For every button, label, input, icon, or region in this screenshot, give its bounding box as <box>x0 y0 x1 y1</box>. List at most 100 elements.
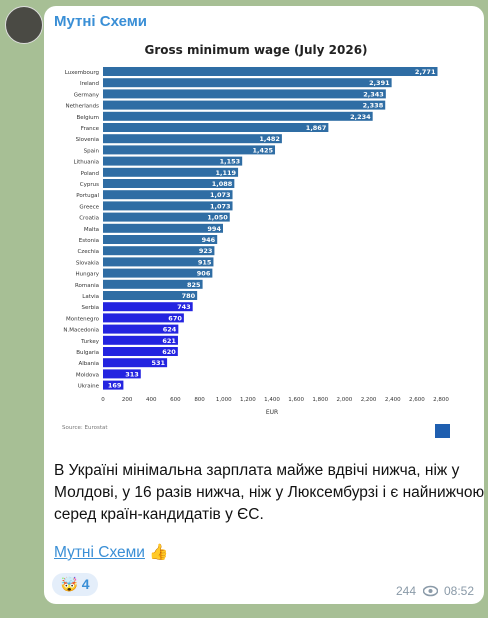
bar <box>103 78 392 88</box>
data-label: 1,073 <box>210 191 231 199</box>
data-label: 169 <box>108 382 122 390</box>
data-label: 1,867 <box>306 124 327 132</box>
reaction[interactable]: 🤯 4 <box>52 573 98 596</box>
bar <box>103 313 184 323</box>
eye-icon <box>423 585 438 597</box>
data-label: 946 <box>202 236 216 244</box>
x-tick-label: 1,200 <box>240 397 256 403</box>
reaction-emoji: 🤯 <box>60 576 78 592</box>
data-label: 670 <box>168 314 182 322</box>
data-label: 1,119 <box>216 169 237 177</box>
bar <box>103 145 276 155</box>
data-label: 2,391 <box>369 79 390 87</box>
bar <box>103 302 193 312</box>
bar <box>103 223 223 233</box>
bar <box>103 358 168 368</box>
message-text: В Україні мінімальна зарплата майже вдві… <box>54 460 484 526</box>
data-label: 620 <box>162 348 176 356</box>
y-tick-label: Cyprus <box>80 182 99 188</box>
data-label: 994 <box>207 225 221 233</box>
bar <box>103 179 235 188</box>
y-tick-label: N.Macedonia <box>63 328 99 334</box>
data-label: 1,482 <box>259 135 280 143</box>
x-tick-label: 2,000 <box>337 397 353 403</box>
bar <box>103 369 141 379</box>
avatar[interactable] <box>5 6 43 44</box>
y-tick-label: Czechia <box>77 249 99 255</box>
data-label: 313 <box>125 370 139 378</box>
bar <box>103 268 213 278</box>
x-tick-label: 2,200 <box>361 397 377 403</box>
y-tick-label: Ukraine <box>78 384 100 390</box>
data-label: 621 <box>162 337 176 345</box>
bar <box>103 156 243 166</box>
data-label: 915 <box>198 258 212 266</box>
chart-title: Gross minimum wage (July 2026) <box>144 43 367 57</box>
signature-row: Мутні Схеми 👍 <box>54 543 169 562</box>
bar <box>103 291 198 300</box>
y-tick-label: Estonia <box>79 238 99 244</box>
bar <box>103 212 230 222</box>
bar <box>103 235 218 244</box>
bar <box>103 111 373 121</box>
bar <box>103 335 178 345</box>
data-label: 531 <box>152 359 166 367</box>
y-tick-label: Romania <box>75 283 99 289</box>
bar <box>103 67 438 76</box>
bar <box>103 257 214 267</box>
x-tick-label: 1,600 <box>288 397 304 403</box>
bar <box>103 100 386 110</box>
data-label: 780 <box>182 292 196 300</box>
data-label: 1,073 <box>210 202 231 210</box>
data-label: 1,050 <box>207 214 228 222</box>
y-tick-label: Bulgaria <box>76 350 99 356</box>
y-tick-label: Netherlands <box>65 104 99 110</box>
x-tick-label: 600 <box>170 397 181 403</box>
bar <box>103 167 239 177</box>
x-tick-label: 2,400 <box>385 397 401 403</box>
data-label: 2,234 <box>350 113 371 121</box>
bar <box>103 246 215 256</box>
y-tick-label: Slovakia <box>76 260 99 266</box>
bar <box>103 347 178 356</box>
y-tick-label: France <box>81 126 100 132</box>
y-tick-label: Croatia <box>79 216 99 222</box>
y-tick-label: Hungary <box>76 272 100 278</box>
y-tick-label: Moldova <box>76 372 99 378</box>
y-tick-label: Turkey <box>80 339 100 345</box>
x-tick-label: 1,800 <box>312 397 328 403</box>
signature-link[interactable]: Мутні Схеми <box>54 544 145 561</box>
bar <box>103 324 179 334</box>
data-label: 825 <box>187 281 201 289</box>
bar <box>103 123 329 132</box>
message-line: В Україні мінімальна зарплата майже вдві… <box>54 462 460 479</box>
y-tick-label: Ireland <box>80 81 99 87</box>
x-tick-label: 400 <box>146 397 157 403</box>
views: 244 <box>396 584 417 598</box>
data-label: 743 <box>177 303 191 311</box>
reaction-count: 4 <box>81 576 90 592</box>
y-tick-label: Germany <box>74 92 100 98</box>
time: 08:52 <box>444 584 475 598</box>
data-label: 2,338 <box>363 102 384 110</box>
x-tick-label: 2,800 <box>433 397 449 403</box>
data-label: 1,425 <box>252 146 273 154</box>
data-label: 2,771 <box>415 68 436 76</box>
data-label: 2,343 <box>363 90 384 98</box>
bar <box>103 190 233 200</box>
x-tick-label: 1,400 <box>264 397 280 403</box>
y-tick-label: Montenegro <box>66 316 100 322</box>
x-tick-label: 800 <box>194 397 205 403</box>
y-tick-label: Spain <box>84 148 100 154</box>
channel-name[interactable]: Мутні Схеми <box>54 13 148 30</box>
y-tick-label: Serbia <box>81 305 99 311</box>
data-label: 1,088 <box>212 180 233 188</box>
x-axis-label: EUR <box>266 409 278 416</box>
y-tick-label: Albania <box>78 361 99 367</box>
x-tick-label: 200 <box>122 397 133 403</box>
signature-emoji: 👍 <box>149 544 169 561</box>
data-label: 906 <box>197 270 211 278</box>
y-tick-label: Portugal <box>76 193 99 199</box>
bar <box>103 380 124 390</box>
